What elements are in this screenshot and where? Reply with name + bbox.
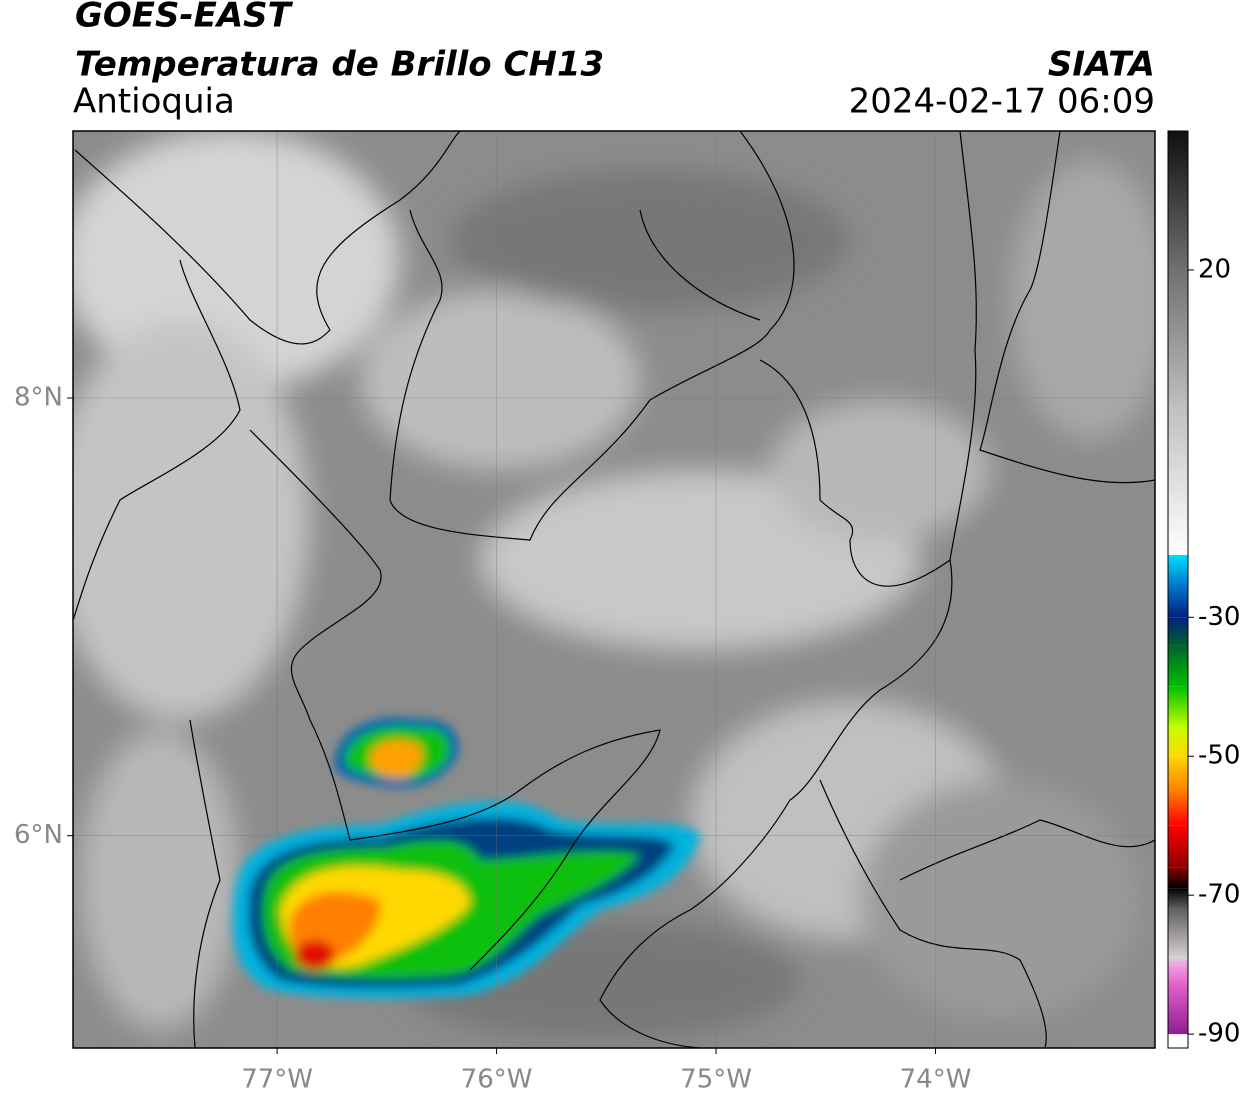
source: SIATA bbox=[1048, 45, 1155, 85]
colorbar-frame bbox=[1167, 130, 1189, 1049]
clouds bbox=[73, 131, 1155, 1040]
y-tick-label: 8°N bbox=[14, 383, 63, 413]
colorbar-segment bbox=[1168, 1034, 1188, 1048]
datetime: 2024-02-17 06:09 bbox=[849, 82, 1155, 122]
colorbar-segment bbox=[1168, 617, 1188, 646]
satellite-image bbox=[73, 131, 1155, 1048]
colorbar-segment bbox=[1168, 756, 1188, 791]
colorbar-segment bbox=[1168, 582, 1188, 618]
x-tick-label: 74°W bbox=[900, 1065, 972, 1095]
colorbar-segment bbox=[1168, 645, 1188, 687]
map-frame bbox=[72, 130, 1156, 1049]
colorbar-segment bbox=[1168, 686, 1188, 729]
x-tick-label: 77°W bbox=[241, 1065, 313, 1095]
subtitle: Temperatura de Brillo CH13 bbox=[75, 45, 604, 85]
colorbar-segment bbox=[1168, 408, 1188, 555]
x-tick-label: 76°W bbox=[461, 1065, 533, 1095]
colorbar-segment bbox=[1168, 957, 1188, 965]
colorbar-segment bbox=[1168, 964, 1188, 986]
colorbar-segment bbox=[1168, 728, 1188, 757]
y-tick-label: 6°N bbox=[14, 820, 63, 850]
colorbar-segment bbox=[1168, 790, 1188, 826]
colorbar-tick-label: -70 bbox=[1198, 880, 1240, 910]
title: GOES-EAST bbox=[75, 0, 294, 36]
colorbar-segment bbox=[1168, 909, 1188, 958]
convective-cells bbox=[232, 717, 700, 999]
region: Antioquia bbox=[73, 82, 235, 122]
colorbar-tick-label: 20 bbox=[1198, 254, 1231, 284]
colorbar-tick-label: -30 bbox=[1198, 602, 1240, 632]
x-tick-label: 75°W bbox=[680, 1065, 752, 1095]
colorbar-segment bbox=[1168, 825, 1188, 868]
colorbar-segment bbox=[1168, 554, 1188, 583]
colorbar-segment bbox=[1168, 888, 1188, 910]
colorbar-segment bbox=[1168, 985, 1188, 1035]
boundaries bbox=[73, 131, 1155, 1048]
colorbar-segment bbox=[1168, 269, 1188, 409]
colorbar-segment bbox=[1168, 131, 1188, 270]
colorbar-tick-label: -90 bbox=[1198, 1019, 1240, 1049]
colorbar-segment bbox=[1168, 867, 1188, 889]
colorbar-tick-label: -50 bbox=[1198, 741, 1240, 771]
